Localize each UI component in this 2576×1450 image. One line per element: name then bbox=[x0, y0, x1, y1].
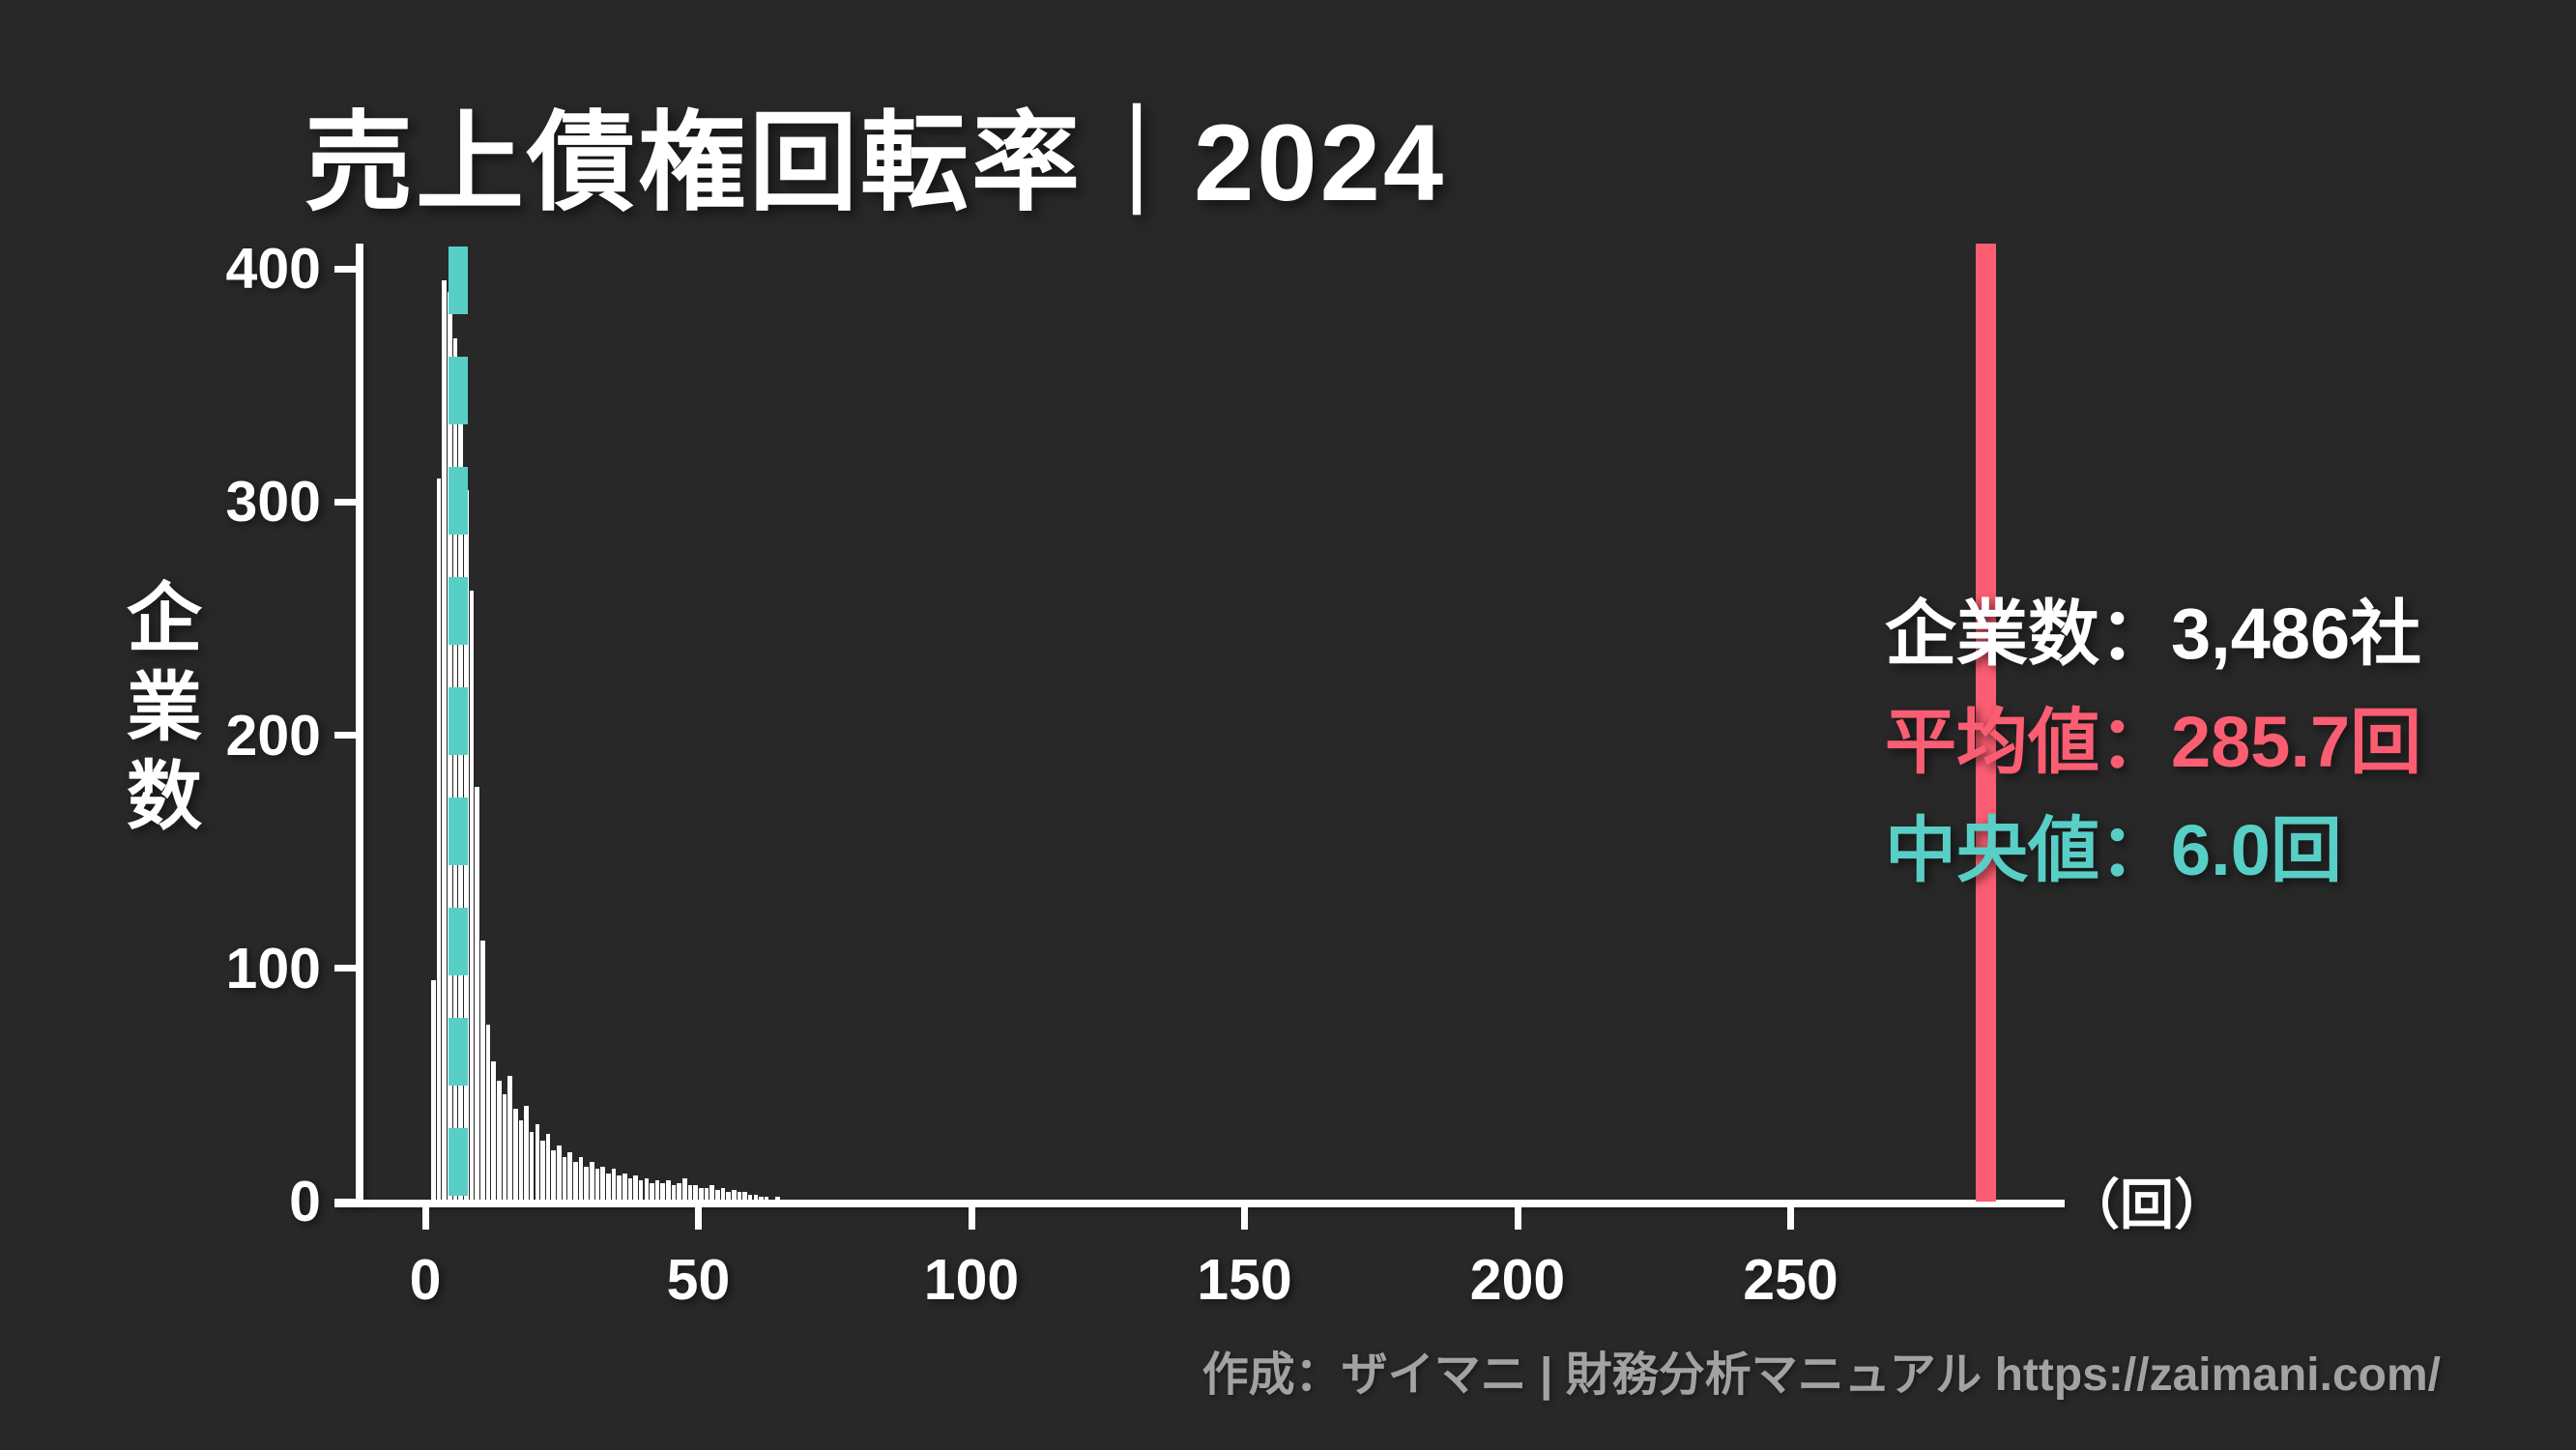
histogram-bar bbox=[677, 1182, 682, 1202]
stat-mean: 平均値：285.7回 bbox=[1885, 702, 2422, 782]
median-line bbox=[448, 246, 468, 1202]
histogram-bar bbox=[671, 1185, 677, 1202]
histogram-bar bbox=[650, 1182, 654, 1202]
x-tick-label: 50 bbox=[666, 1248, 731, 1312]
histogram-bar bbox=[687, 1185, 693, 1202]
histogram-bar bbox=[617, 1175, 622, 1202]
histogram-bar bbox=[562, 1157, 567, 1202]
x-tick-label: 200 bbox=[1469, 1248, 1566, 1312]
histogram-bar bbox=[786, 1199, 792, 1202]
histogram-bar bbox=[545, 1134, 551, 1202]
y-tick bbox=[334, 732, 358, 739]
histogram-bar bbox=[714, 1189, 720, 1202]
y-tick-label: 300 bbox=[225, 470, 321, 535]
histogram-bar bbox=[600, 1166, 605, 1202]
y-axis-line bbox=[356, 244, 363, 1206]
histogram-bar bbox=[578, 1157, 584, 1202]
histogram-bar bbox=[442, 280, 448, 1202]
histogram-bar bbox=[764, 1197, 769, 1202]
histogram-bar bbox=[567, 1152, 573, 1202]
histogram-bar bbox=[605, 1174, 611, 1202]
histogram-bar bbox=[480, 940, 485, 1202]
histogram-bar bbox=[496, 1080, 502, 1202]
y-tick-label: 100 bbox=[225, 936, 321, 1000]
histogram-bar bbox=[753, 1194, 759, 1202]
x-tick bbox=[968, 1206, 975, 1230]
chart-title: 売上債権回転率｜2024 bbox=[304, 102, 1447, 223]
x-tick-label: 100 bbox=[923, 1248, 1020, 1312]
histogram-bar bbox=[611, 1169, 617, 1202]
histogram-bar bbox=[540, 1141, 545, 1202]
histogram-bar bbox=[469, 590, 475, 1202]
y-tick-label: 400 bbox=[225, 237, 321, 301]
histogram-bar bbox=[742, 1192, 747, 1202]
mean-line bbox=[1975, 244, 1996, 1202]
y-tick bbox=[334, 1198, 358, 1205]
y-tick-label: 0 bbox=[289, 1170, 321, 1233]
histogram-bar bbox=[726, 1192, 731, 1202]
histogram-bar bbox=[638, 1180, 644, 1202]
histogram-bar bbox=[780, 1199, 786, 1202]
histogram-bar bbox=[759, 1197, 764, 1202]
histogram-bar bbox=[524, 1106, 529, 1202]
histogram-bar bbox=[557, 1146, 562, 1202]
histogram-bar bbox=[590, 1162, 594, 1202]
y-tick bbox=[334, 265, 358, 273]
histogram-bar bbox=[693, 1185, 698, 1202]
histogram-bar bbox=[769, 1199, 775, 1202]
histogram-bar bbox=[731, 1189, 737, 1202]
histogram-bar bbox=[512, 1108, 518, 1202]
histogram-bar bbox=[502, 1094, 507, 1202]
histogram-bar bbox=[709, 1185, 714, 1202]
histogram-bar bbox=[633, 1175, 638, 1202]
y-tick bbox=[334, 498, 358, 506]
histogram-bar bbox=[660, 1182, 666, 1202]
histogram-bar bbox=[737, 1192, 742, 1202]
y-tick bbox=[334, 965, 358, 972]
x-tick bbox=[1514, 1206, 1521, 1230]
histogram-bar bbox=[720, 1187, 726, 1202]
histogram-bar bbox=[518, 1119, 524, 1202]
histogram-bar bbox=[792, 1199, 796, 1202]
histogram-bar bbox=[704, 1187, 709, 1202]
histogram-bar bbox=[485, 1024, 491, 1202]
stats-panel: 企業数：3,486社 平均値：285.7回 中央値：6.0回 bbox=[1885, 580, 2421, 905]
histogram-bar bbox=[747, 1194, 753, 1202]
histogram-bar bbox=[584, 1166, 589, 1202]
histogram-bar bbox=[507, 1075, 512, 1202]
y-tick-label: 200 bbox=[225, 703, 321, 768]
stat-median: 中央値：6.0回 bbox=[1885, 810, 2342, 890]
x-axis-line bbox=[334, 1200, 2065, 1207]
x-tick-label: 150 bbox=[1197, 1248, 1292, 1312]
histogram-bar bbox=[436, 478, 442, 1202]
histogram-bar bbox=[573, 1162, 578, 1202]
stat-companies: 企業数：3,486社 bbox=[1885, 594, 2422, 674]
histogram-bar bbox=[594, 1169, 600, 1202]
x-unit-label: （回） bbox=[2066, 1174, 2228, 1235]
histogram-bar bbox=[529, 1131, 535, 1202]
histogram-bar bbox=[622, 1174, 627, 1202]
x-tick bbox=[421, 1206, 429, 1230]
x-tick bbox=[1787, 1206, 1794, 1230]
histogram-bar bbox=[627, 1177, 633, 1202]
histogram-bar bbox=[551, 1149, 557, 1202]
histogram-bar bbox=[654, 1180, 660, 1202]
x-tick-label: 250 bbox=[1743, 1248, 1838, 1312]
histogram-bar bbox=[431, 979, 436, 1202]
x-tick bbox=[1241, 1206, 1248, 1230]
histogram-bar bbox=[775, 1197, 780, 1202]
histogram-bar bbox=[682, 1177, 687, 1202]
histogram-bar bbox=[535, 1124, 540, 1202]
histogram-bar bbox=[475, 786, 479, 1202]
footer-credit: 作成：ザイマニ | 財務分析マニュアル https://zaimani.com/ bbox=[1201, 1349, 2441, 1401]
y-axis-label: 企業数 bbox=[116, 578, 201, 845]
histogram-bar bbox=[699, 1187, 704, 1202]
x-tick-label: 0 bbox=[409, 1248, 442, 1312]
x-tick bbox=[695, 1206, 702, 1230]
histogram-bar bbox=[491, 1061, 496, 1202]
histogram-bar bbox=[644, 1177, 650, 1202]
histogram-bar bbox=[666, 1180, 671, 1202]
